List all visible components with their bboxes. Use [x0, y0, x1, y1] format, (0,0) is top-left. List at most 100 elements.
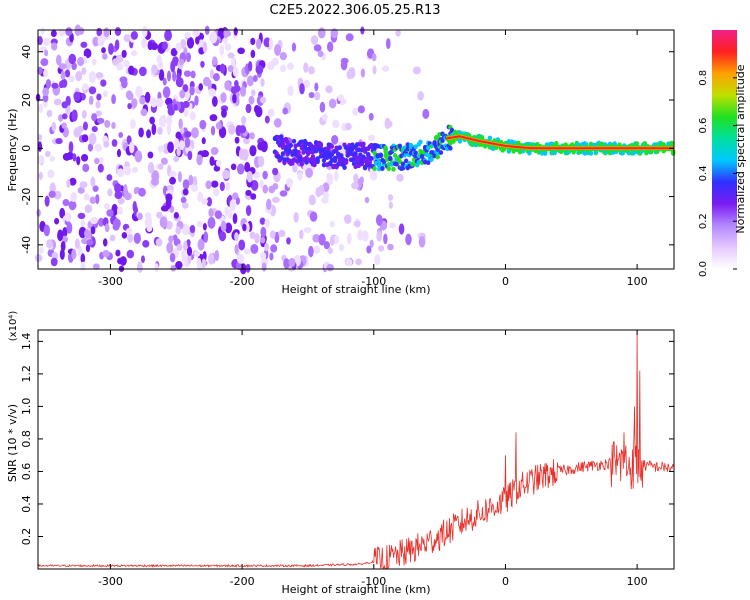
- spectrogram-cell: [164, 29, 172, 42]
- spectrogram-cell: [245, 189, 252, 197]
- spectrogram-cell: [183, 107, 189, 117]
- spectrogram-cell: [378, 153, 384, 159]
- spectrogram-cell: [634, 141, 640, 147]
- spectrogram-cell: [239, 86, 247, 97]
- spectrogram-cell: [80, 41, 88, 48]
- spectrogram-cell: [116, 149, 122, 158]
- spectrogram-cell: [51, 42, 58, 51]
- spectrogram-cell: [213, 165, 221, 172]
- spectrogram-cell: [345, 258, 353, 267]
- spectrogram-cell: [142, 240, 150, 248]
- spectrogram-cell: [377, 163, 382, 169]
- spectrogram-cell: [56, 54, 62, 66]
- spectrogram-cell: [208, 208, 214, 218]
- spectrogram-cell: [59, 248, 65, 260]
- spectrogram-cell: [144, 91, 151, 104]
- spectrogram-cell: [44, 49, 49, 57]
- spectrogram-cell: [156, 211, 163, 219]
- snr-series-line: [37, 329, 675, 569]
- spectrogram-cell: [296, 149, 301, 155]
- spectrogram-cell: [209, 31, 218, 44]
- spectrogram-cell: [91, 113, 98, 122]
- spectrogram-cell: [332, 158, 338, 164]
- spectrogram-cell: [185, 52, 192, 63]
- spectrogram-cell: [60, 70, 66, 80]
- spectrogram-cell: [247, 60, 253, 72]
- spectrogram-cell: [166, 103, 174, 111]
- spectrogram-cell: [323, 191, 329, 200]
- spectrogram-cell: [125, 227, 133, 235]
- spectrogram-y-ticks: -40 -20 0 20 40: [20, 45, 674, 254]
- spectrogram-cell: [104, 119, 111, 128]
- spectrogram-cell: [156, 54, 162, 64]
- spectrogram-cell: [438, 150, 444, 155]
- spectrogram-cell: [68, 200, 77, 211]
- spectrogram-cell: [228, 124, 236, 135]
- spectrogram-cell: [114, 27, 122, 36]
- spectrogram-cell: [273, 118, 282, 128]
- spectrogram-cell: [262, 184, 269, 194]
- x-tick-label: -200: [230, 575, 255, 588]
- spectrogram-y-axis-label: Frequency (Hz): [6, 109, 19, 192]
- spectrogram-cell: [249, 132, 255, 140]
- spectrogram-cell: [180, 196, 187, 204]
- spectrogram-cell: [374, 254, 381, 266]
- spectrogram-cell: [259, 179, 264, 188]
- spectrogram-cell: [288, 143, 294, 148]
- spectrogram-cell: [356, 147, 361, 153]
- spectrogram-cell: [337, 94, 345, 102]
- spectrogram-cell: [238, 239, 246, 251]
- spectrogram-cell: [66, 222, 73, 234]
- spectrogram-cell: [202, 41, 208, 53]
- spectrogram-cell: [102, 90, 108, 98]
- x-tick-label: -100: [361, 575, 386, 588]
- spectrogram-cell: [201, 150, 210, 158]
- spectrogram-cell: [116, 62, 124, 71]
- spectrogram-cell: [238, 125, 247, 134]
- spectrogram-cell: [270, 244, 278, 253]
- spectrogram-cell: [215, 121, 222, 130]
- spectrogram-cell: [192, 29, 201, 37]
- y-tick-label: -20: [20, 188, 33, 206]
- spectrogram-cell: [201, 137, 206, 145]
- spectrogram-cell: [260, 226, 267, 238]
- spectrogram-cell: [188, 174, 194, 186]
- spectrogram-cell: [176, 147, 181, 157]
- spectrogram-cell: [291, 138, 297, 144]
- spectrogram-cell: [96, 93, 102, 101]
- spectrogram-cell: [42, 93, 49, 103]
- colorbar: 0.0 0.2 0.4 0.6 0.8 Normalized spectral ampl…: [698, 30, 747, 277]
- spectrogram-cell: [50, 29, 57, 38]
- spectrogram-cell: [83, 48, 92, 59]
- spectrogram-cell: [219, 63, 226, 74]
- spectrogram-cell: [187, 150, 193, 161]
- spectrogram-cell: [90, 226, 96, 235]
- spectrogram-cell: [154, 263, 159, 273]
- spectrogram-cell: [269, 252, 274, 261]
- spectrogram-cell: [68, 53, 77, 65]
- spectrogram-cell: [53, 98, 62, 106]
- spectrogram-cell: [329, 144, 335, 149]
- spectrogram-cell: [155, 238, 163, 247]
- spectrogram-cell: [136, 261, 143, 273]
- spectrogram-cell: [227, 65, 234, 73]
- spectrogram-cell: [95, 72, 104, 79]
- spectrogram-cell: [264, 218, 270, 228]
- spectrogram-cell: [88, 95, 94, 105]
- spectrogram-cell: [303, 227, 312, 234]
- spectrogram-cell: [91, 58, 97, 66]
- snr-panel: -300 -200 -100 0 100 0.2 0.4 0.6 0.8 1.0 1.2 1.4 H…: [6, 311, 675, 596]
- spectrogram-cell: [440, 138, 445, 143]
- spectrogram-cell: [144, 217, 153, 229]
- spectrogram-cell: [334, 170, 339, 182]
- spectrogram-cell: [37, 155, 45, 165]
- spectrogram-cell: [322, 182, 330, 193]
- spectrogram-cell: [189, 111, 196, 121]
- spectrogram-cell: [287, 62, 294, 71]
- spectrogram-cell: [249, 145, 257, 157]
- spectrogram-cell: [183, 70, 192, 77]
- x-tick-label: -300: [98, 575, 123, 588]
- spectrogram-cell: [72, 153, 77, 162]
- spectrogram-cell: [286, 237, 291, 245]
- spectrogram-cell: [88, 132, 97, 145]
